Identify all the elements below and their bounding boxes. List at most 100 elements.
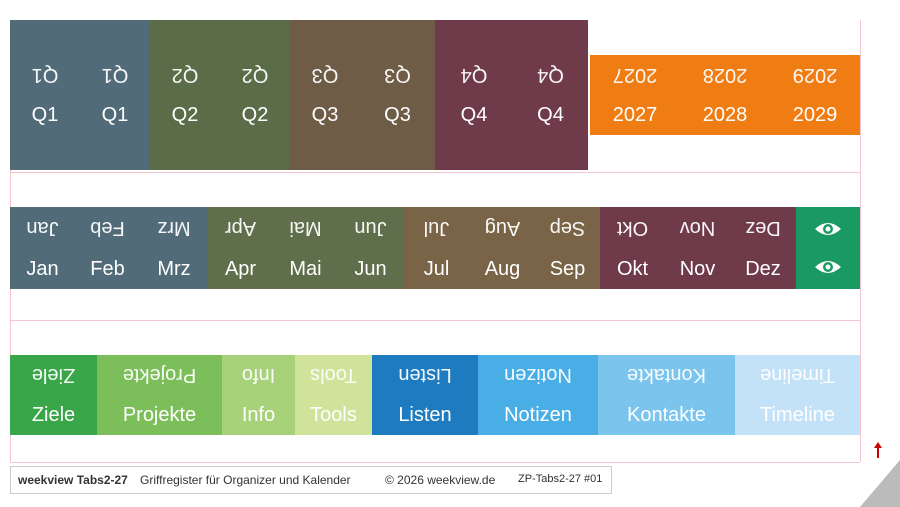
tab-label-flipped: Sep (549, 217, 586, 239)
tab-label-flipped: Info (241, 364, 276, 386)
tab-label-flipped: Dez (745, 217, 781, 239)
tab-label: Kontakte (627, 404, 706, 426)
tab-label-flipped: Feb (90, 217, 125, 239)
tab-label-flipped: Q4 (460, 64, 488, 86)
tab-label: Notizen (504, 404, 572, 426)
tab: Nov Nov (665, 207, 730, 289)
tab-label-flipped: Q1 (31, 64, 59, 86)
tab: Q4 Q4 (435, 20, 513, 170)
tab: Kontakte Kontakte (598, 355, 735, 435)
cut-line (860, 20, 861, 462)
tab-label: Nov (679, 258, 716, 280)
tab-label: Projekte (122, 404, 197, 426)
tab-label: Jan (26, 258, 59, 280)
tab-label: Dez (745, 258, 781, 280)
tab: 2028 2028 (680, 55, 770, 135)
tab: Notizen Notizen (478, 355, 598, 435)
tab: Okt Okt (600, 207, 665, 289)
cut-line (10, 320, 860, 321)
tab-label-flipped: Jun (354, 217, 387, 239)
tab: Dez Dez (730, 207, 796, 289)
tab-label-flipped: Projekte (122, 364, 197, 386)
tab-label-flipped: Nov (679, 217, 716, 239)
tab-label: Ziele (31, 404, 76, 426)
description: Griffregister für Organizer und Kalender (140, 473, 351, 487)
tab-label-flipped: Q2 (241, 64, 269, 86)
eye-tab (796, 207, 860, 289)
tab-label: Okt (616, 258, 649, 280)
tab: Info Info (222, 355, 295, 435)
tab-label-flipped: Q4 (537, 64, 564, 86)
tab-label: Timeline (760, 404, 835, 426)
tab: Q3 Q3 (290, 20, 360, 170)
tab-label: Q3 (311, 104, 339, 126)
tab: Q2 Q2 (150, 20, 220, 170)
tab-label: 2027 (612, 104, 658, 126)
tab-label-flipped: Kontakte (627, 364, 706, 386)
tab: Tools Tools (295, 355, 372, 435)
tab-label: Listen (398, 404, 452, 426)
tab: Timeline Timeline (735, 355, 860, 435)
tab: Q1 Q1 (80, 20, 150, 170)
tab-label: Q4 (537, 104, 564, 126)
cut-line (10, 462, 860, 463)
tab: Feb Feb (75, 207, 140, 289)
tab-label: Aug (484, 258, 521, 280)
tab-label-flipped: 2027 (612, 64, 658, 86)
tab-label: Q2 (241, 104, 269, 126)
tab-label-flipped: Mrz (157, 217, 191, 239)
tab: Mrz Mrz (140, 207, 208, 289)
tab-label: Feb (90, 258, 125, 280)
copyright: © 2026 weekview.de (385, 473, 496, 487)
tab-label-flipped: Q2 (171, 64, 199, 86)
eye-icon (815, 261, 841, 273)
tab-label-flipped: Q3 (311, 64, 339, 86)
tab: Q4 Q4 (513, 20, 588, 170)
tab: Jul Jul (403, 207, 470, 289)
tab-label: Sep (549, 258, 586, 280)
tab-label: Info (241, 404, 276, 426)
tab: Jun Jun (338, 207, 403, 289)
tab: Q3 Q3 (360, 20, 435, 170)
cut-line (10, 172, 860, 173)
footer-box (10, 466, 612, 494)
tab-label-flipped: Ziele (31, 364, 76, 386)
tab: Apr Apr (208, 207, 273, 289)
tab-label: Apr (224, 258, 257, 280)
tab-label-flipped: Timeline (760, 364, 835, 386)
tab-label-flipped: Listen (398, 364, 452, 386)
tab-label: Tools (310, 404, 357, 426)
tab-label-flipped: Apr (224, 217, 257, 239)
tab-label: Q2 (171, 104, 199, 126)
tab-label-flipped: Mai (289, 217, 322, 239)
tab-label: 2028 (702, 104, 748, 126)
tab: 2029 2029 (770, 55, 860, 135)
tab: Q1 Q1 (10, 20, 80, 170)
code: ZP-Tabs2-27 #01 (518, 473, 603, 485)
tab-label-flipped: Q1 (101, 64, 129, 86)
tab-label-flipped: Jan (26, 217, 59, 239)
tab: Jan Jan (10, 207, 75, 289)
tab: Mai Mai (273, 207, 338, 289)
tab-label: Q1 (31, 104, 59, 126)
tab: Projekte Projekte (97, 355, 222, 435)
tab-label: Jul (423, 258, 450, 280)
tab-label-flipped: Okt (616, 217, 649, 239)
corner (860, 442, 900, 507)
brand: weekview Tabs2-27 (18, 473, 128, 487)
tab: Q2 Q2 (220, 20, 290, 170)
tab-label: Q3 (384, 104, 411, 126)
tab-label-flipped: Tools (310, 364, 357, 386)
tab: Ziele Ziele (10, 355, 97, 435)
tab-label: Mai (289, 258, 322, 280)
tab-label-flipped: Aug (484, 217, 521, 239)
tab-label: 2029 (792, 104, 838, 126)
tab-label-flipped: Jul (423, 217, 450, 239)
tab-label: Q1 (101, 104, 129, 126)
tab-label-flipped: Q3 (384, 64, 411, 86)
tab-label: Q4 (460, 104, 488, 126)
tab: Listen Listen (372, 355, 478, 435)
tab: 2027 2027 (590, 55, 680, 135)
eye-icon (815, 223, 841, 235)
